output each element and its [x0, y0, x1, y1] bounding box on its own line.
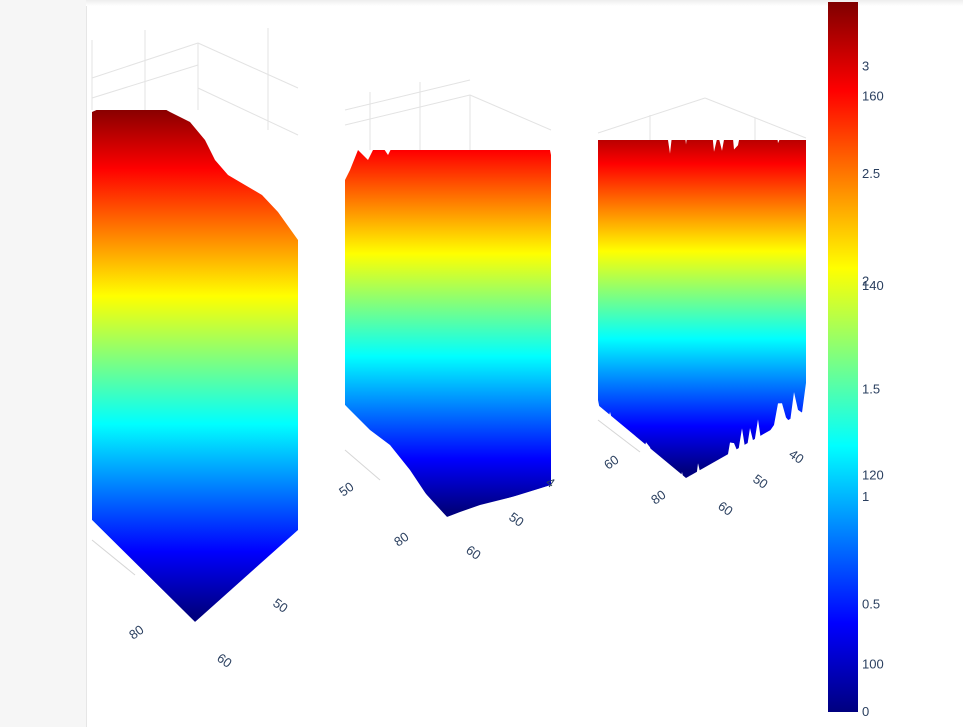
colorbar-tick-label: 3	[862, 59, 869, 74]
colorbar-tick-label: 1	[862, 489, 869, 504]
scene-2-x-tick: 50	[336, 479, 356, 500]
scene-2-x-tick: 60	[463, 542, 483, 563]
colorbar-tick-label: 1.5	[862, 381, 880, 396]
scene-3-x-tick: 60	[601, 452, 621, 473]
scene-2-axis-x	[344, 449, 381, 481]
scene-1-y-tick: 60	[214, 650, 234, 671]
surface-2	[345, 150, 551, 517]
scene-2-y-tick: 50	[506, 509, 526, 530]
colorbar-tick-label: 120	[862, 467, 884, 482]
colorbar-ticks-b: 160 140 120 100	[862, 89, 884, 672]
scene-2-x-tick: 80	[391, 529, 411, 550]
colorbar-tick-label: 0	[862, 704, 869, 719]
scene-3-y-tick: 40	[786, 446, 806, 467]
surface-3	[598, 140, 806, 478]
scene-1-y-tick: 50	[270, 595, 290, 616]
colorbar-ticks-a: 3 2.5 2 1.5 1 0.5 0	[862, 59, 880, 720]
scene-3-x-tick: 60	[715, 498, 735, 519]
scene-2-gridlines	[344, 79, 552, 150]
scene-3-axis-x	[597, 419, 641, 453]
scene-3-y-tick: 50	[750, 471, 770, 492]
surface-plot-1[interactable]: 80 60 50	[91, 28, 299, 671]
surface-plot-2[interactable]: 50 80 60 50 4	[336, 79, 558, 563]
scene-1-x-tick: 80	[126, 622, 146, 643]
scene-1-axis-x	[91, 539, 136, 576]
scene-3-gridlines	[597, 97, 807, 140]
colorbar-tick-label: 2	[862, 274, 869, 289]
surface-plot-3[interactable]: 60 80 60 50 40	[597, 97, 807, 519]
scene-3-x-tick: 80	[648, 487, 668, 508]
colorbar-tick-label: 160	[862, 89, 884, 104]
colorbar: 3 2.5 2 1.5 1 0.5 0 160 140 120 100	[828, 2, 884, 719]
colorbar-tick-label: 0.5	[862, 596, 880, 611]
scene-1-gridlines	[91, 28, 299, 136]
top-border	[86, 0, 963, 6]
sidebar-gutter	[0, 0, 87, 727]
surface-1	[92, 110, 298, 622]
colorbar-tick-label: 140	[862, 278, 884, 293]
colorbar-tick-label: 2.5	[862, 166, 880, 181]
colorbar-gradient	[828, 2, 858, 712]
colorbar-tick-label: 100	[862, 657, 884, 672]
